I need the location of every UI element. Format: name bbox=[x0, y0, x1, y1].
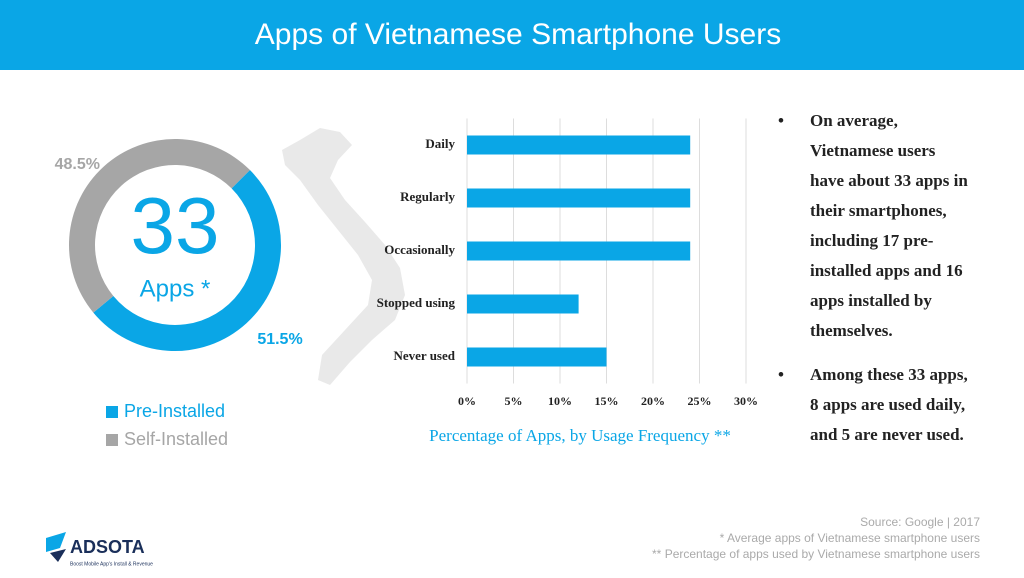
bar bbox=[467, 294, 579, 314]
bullet: On average, Vietnamese users have about … bbox=[778, 106, 968, 346]
map-silhouette bbox=[282, 128, 405, 385]
legend-swatch bbox=[106, 434, 118, 446]
y-tick-label: Never used bbox=[393, 348, 455, 363]
bar bbox=[467, 241, 691, 261]
bullet-list: On average, Vietnamese users have about … bbox=[778, 106, 968, 464]
footnote: ** Percentage of apps used by Vietnamese… bbox=[652, 547, 980, 561]
x-tick-label: 10% bbox=[548, 394, 572, 408]
center-label: Apps * bbox=[140, 275, 211, 302]
logo-text: ADSOTA bbox=[70, 537, 145, 557]
x-tick-label: 20% bbox=[641, 394, 665, 408]
y-tick-label: Stopped using bbox=[377, 295, 456, 310]
y-tick-label: Daily bbox=[425, 136, 455, 151]
bar bbox=[467, 188, 691, 208]
title: Apps of Vietnamese Smartphone Users bbox=[255, 18, 781, 51]
logo-icon bbox=[46, 532, 66, 562]
x-tick-label: 25% bbox=[688, 394, 712, 408]
bullet: Among these 33 apps, 8 apps are used dai… bbox=[778, 360, 968, 450]
y-tick-label: Regularly bbox=[400, 189, 455, 204]
logo-tagline: Boost Mobile App's Install & Revenue bbox=[70, 561, 153, 567]
value-label: 51.5% bbox=[257, 331, 302, 348]
legend-swatch bbox=[106, 406, 118, 418]
x-tick-label: 0% bbox=[458, 394, 476, 408]
legend-label: Self-Installed bbox=[124, 429, 228, 449]
bar bbox=[467, 347, 607, 367]
value-label: 48.5% bbox=[55, 156, 100, 173]
donut-segment bbox=[93, 170, 281, 351]
y-tick-label: Occasionally bbox=[384, 242, 455, 257]
source: Source: Google | 2017 bbox=[860, 515, 980, 529]
chart-caption: Percentage of Apps, by Usage Frequency *… bbox=[429, 426, 731, 445]
x-tick-label: 30% bbox=[734, 394, 758, 408]
center-value: 33 bbox=[131, 181, 220, 270]
footnote: * Average apps of Vietnamese smartphone … bbox=[720, 531, 980, 545]
donut-segment bbox=[68, 138, 250, 313]
bar bbox=[467, 135, 691, 155]
header-bar bbox=[0, 0, 1024, 70]
legend-label: Pre-Installed bbox=[124, 401, 225, 421]
x-tick-label: 5% bbox=[505, 394, 523, 408]
x-tick-label: 15% bbox=[595, 394, 619, 408]
